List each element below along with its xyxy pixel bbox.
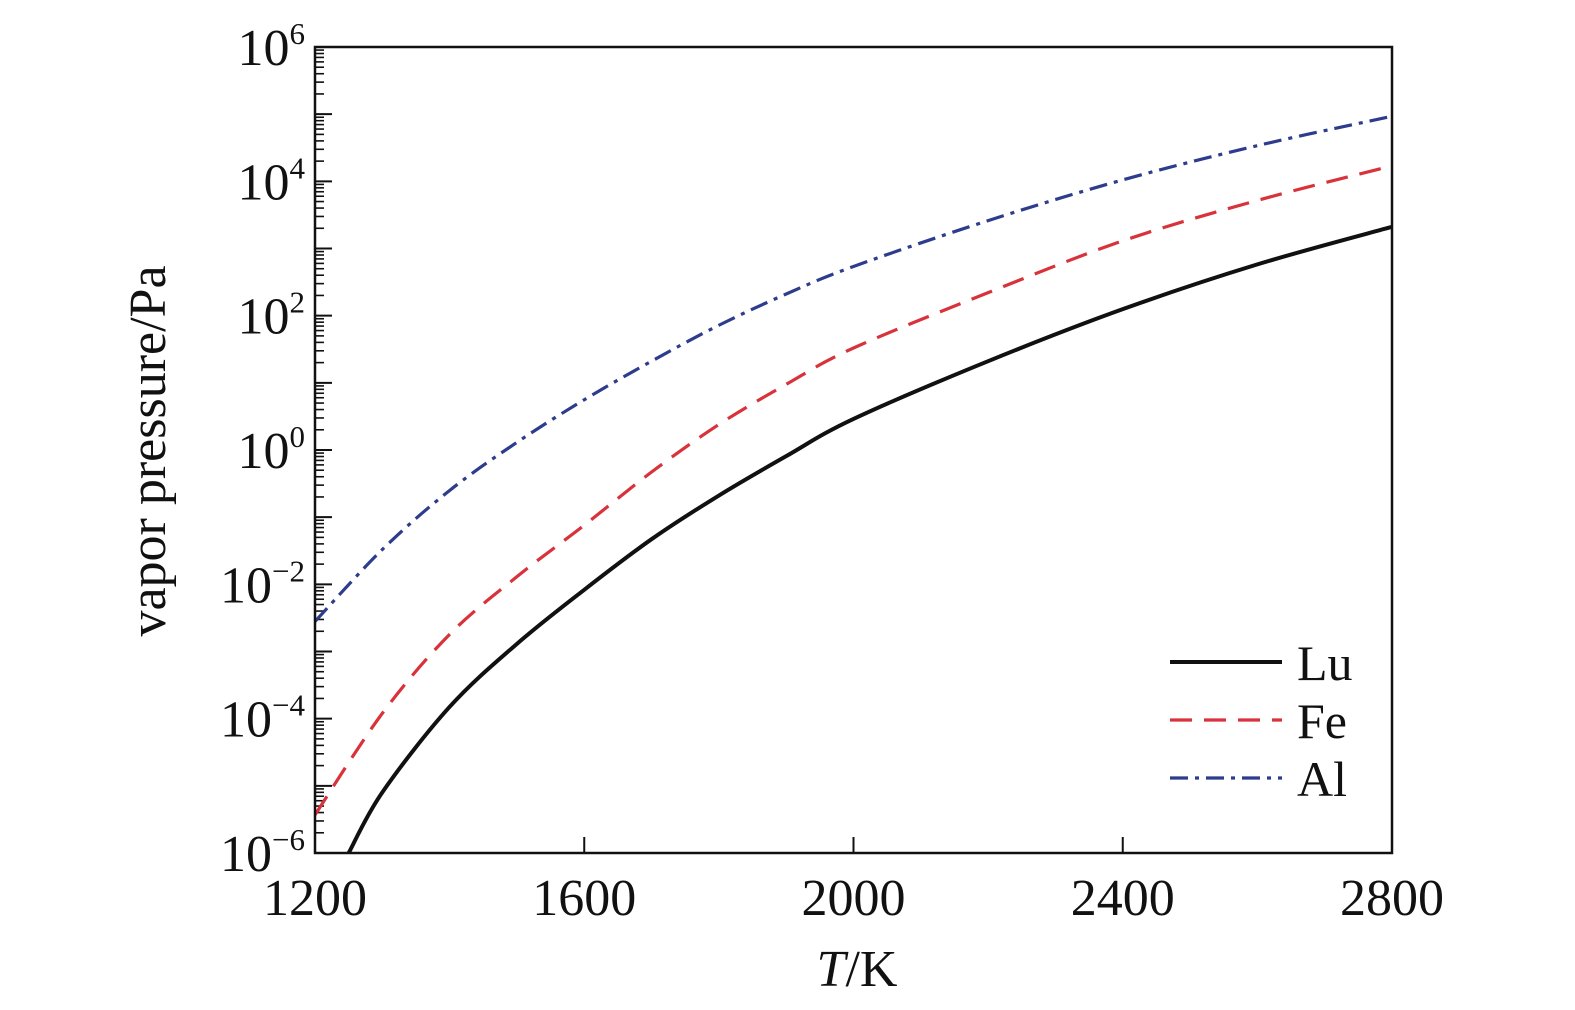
y-tick-label: 106: [238, 16, 306, 77]
y-tick-label-base: 10: [238, 289, 290, 346]
y-tick-label: 10−4: [220, 688, 305, 749]
x-tick-label: 2000: [802, 870, 906, 927]
y-tick-label-base: 10: [220, 826, 272, 883]
y-tick-label-base: 10: [220, 557, 272, 614]
y-tick-label-exponent: 0: [290, 419, 306, 454]
x-tick-label: 2400: [1071, 870, 1175, 927]
x-axis-label: T/K: [817, 941, 898, 998]
series-line-lu: [346, 224, 1392, 853]
series-line-fe: [315, 164, 1392, 816]
y-tick-label: 10−2: [220, 553, 305, 614]
y-tick-label-exponent: −4: [272, 688, 305, 723]
y-tick-label-exponent: −6: [272, 822, 305, 857]
x-axis-label-symbol: T: [817, 941, 849, 998]
y-tick-label: 100: [238, 419, 306, 480]
y-axis-label: vapor pressure/Pa: [120, 265, 177, 636]
y-tick-label-base: 10: [238, 20, 290, 77]
series-layer: [315, 114, 1392, 853]
y-tick-label-exponent: −2: [272, 553, 305, 588]
legend-label-fe: Fe: [1297, 693, 1347, 749]
y-tick-label: 102: [238, 285, 306, 346]
y-tick-label-base: 10: [238, 423, 290, 480]
legend-label-al: Al: [1297, 751, 1347, 807]
x-tick-label: 1600: [532, 870, 636, 927]
y-tick-label-exponent: 2: [290, 285, 306, 320]
y-tick-label-exponent: 6: [290, 16, 306, 51]
x-tick-label: 2800: [1340, 870, 1444, 927]
y-tick-label-base: 10: [220, 692, 272, 749]
x-tick-label: 1200: [263, 870, 367, 927]
legend-label-lu: Lu: [1297, 635, 1353, 691]
series-line-al: [315, 114, 1392, 623]
x-tick-labels: 1200 1600 2000 2400 2800: [263, 870, 1444, 927]
axis-tick-marks: [314, 46, 1393, 854]
y-tick-label-exponent: 4: [290, 150, 306, 185]
y-tick-label: 10−6: [220, 822, 305, 883]
y-tick-label: 104: [238, 150, 306, 211]
x-axis-label-unit: /K: [845, 941, 897, 998]
plot-frame: [313, 45, 1394, 855]
y-tick-label-base: 10: [238, 154, 290, 211]
